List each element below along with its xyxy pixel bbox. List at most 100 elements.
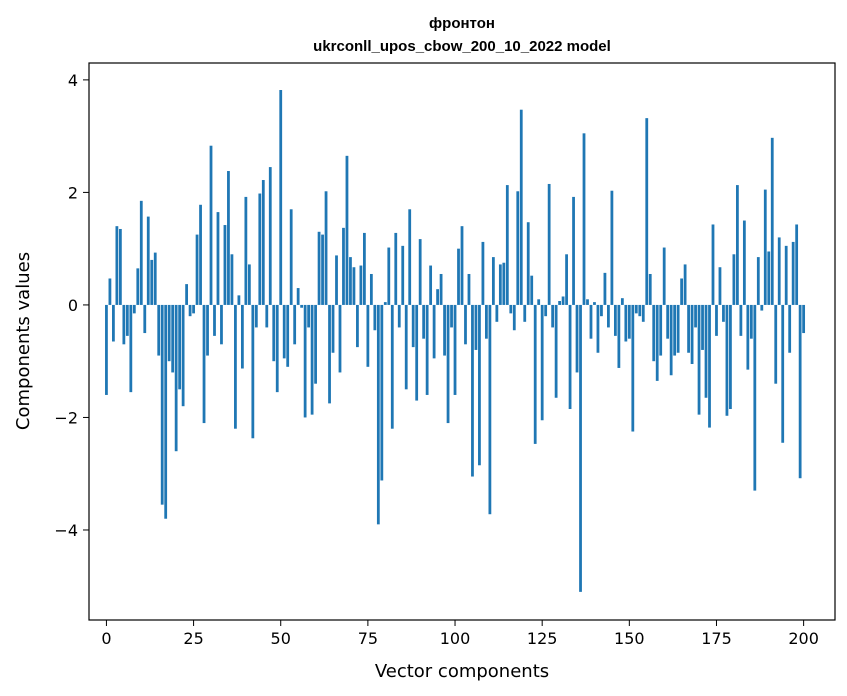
bar xyxy=(453,304,457,395)
bar xyxy=(223,225,227,305)
bar xyxy=(491,257,495,305)
bar xyxy=(206,304,209,356)
bar xyxy=(181,304,185,407)
bar xyxy=(160,304,164,505)
bar xyxy=(436,289,439,305)
bar xyxy=(199,204,202,305)
bar xyxy=(795,224,799,305)
bar xyxy=(321,234,324,305)
bar xyxy=(610,190,614,305)
bar xyxy=(136,268,140,305)
bar xyxy=(345,155,349,305)
bar xyxy=(722,304,725,322)
bar xyxy=(652,304,656,362)
bar xyxy=(715,304,718,336)
bar xyxy=(519,109,523,305)
bar xyxy=(478,304,481,466)
bar xyxy=(192,304,195,314)
bar xyxy=(718,267,722,305)
bar xyxy=(254,304,258,328)
bar xyxy=(666,304,670,339)
bar xyxy=(335,255,338,305)
bar xyxy=(171,304,175,373)
bar xyxy=(244,196,248,305)
bar xyxy=(272,304,276,362)
bar xyxy=(178,304,182,390)
bar xyxy=(680,278,684,305)
bar xyxy=(118,228,122,305)
bar xyxy=(349,257,352,305)
bar xyxy=(774,304,778,384)
bar xyxy=(167,304,171,362)
bar xyxy=(547,183,551,305)
y-tick-label: −4 xyxy=(54,521,78,540)
bar xyxy=(627,304,631,339)
x-axis-ticks: 0 25 50 75 100 125 150 175 200 xyxy=(101,620,819,648)
bar xyxy=(690,304,694,365)
bar xyxy=(125,304,129,336)
bar xyxy=(791,241,795,305)
bar xyxy=(195,234,199,305)
bar xyxy=(446,304,450,424)
bar xyxy=(390,304,394,429)
bar xyxy=(279,90,283,305)
bar xyxy=(781,304,785,443)
bar xyxy=(683,264,687,305)
bar xyxy=(509,304,513,314)
bar xyxy=(739,304,743,336)
bar xyxy=(544,304,548,317)
bar xyxy=(415,304,419,401)
bar xyxy=(359,265,363,305)
bar xyxy=(202,304,206,424)
bar xyxy=(516,191,520,305)
bar xyxy=(139,200,143,305)
bar xyxy=(603,272,607,305)
bar xyxy=(641,304,645,322)
y-tick-label: 0 xyxy=(68,296,78,315)
bar xyxy=(777,237,781,305)
bar xyxy=(572,196,575,305)
bar xyxy=(495,304,499,322)
bar xyxy=(662,247,666,305)
bar xyxy=(579,304,582,592)
bar xyxy=(143,304,147,334)
bar xyxy=(530,275,534,305)
bar xyxy=(763,189,767,305)
bar xyxy=(216,212,220,305)
bar xyxy=(432,304,436,359)
bar xyxy=(265,304,269,328)
bar xyxy=(655,304,659,381)
bar xyxy=(387,247,391,305)
bar xyxy=(631,304,635,432)
bar xyxy=(411,304,415,348)
bar xyxy=(586,299,589,305)
bar xyxy=(784,245,788,305)
bar xyxy=(450,304,453,328)
bar xyxy=(798,304,802,479)
bar xyxy=(314,304,317,384)
bar xyxy=(735,185,739,305)
y-axis-ticks: −4 −2 0 2 4 xyxy=(54,71,89,540)
bar xyxy=(551,304,555,328)
bar xyxy=(704,304,708,398)
bar xyxy=(366,304,370,367)
x-tick-label: 125 xyxy=(527,629,558,648)
bar xyxy=(439,273,443,305)
bar xyxy=(146,216,150,305)
bar xyxy=(220,304,223,345)
bar xyxy=(767,251,771,305)
bar xyxy=(659,304,663,356)
y-tick-label: 4 xyxy=(68,71,78,90)
bar xyxy=(296,288,300,305)
bar xyxy=(230,254,234,305)
plot-area-frame xyxy=(88,62,836,621)
bar xyxy=(268,167,272,305)
chart-title-line-2: ukrconll_upos_cbow_200_10_2022 model xyxy=(313,38,611,55)
bar xyxy=(756,257,760,305)
bar xyxy=(251,304,255,439)
bar xyxy=(708,304,711,428)
bar xyxy=(293,304,297,345)
bar xyxy=(498,264,502,305)
bar xyxy=(289,209,293,305)
